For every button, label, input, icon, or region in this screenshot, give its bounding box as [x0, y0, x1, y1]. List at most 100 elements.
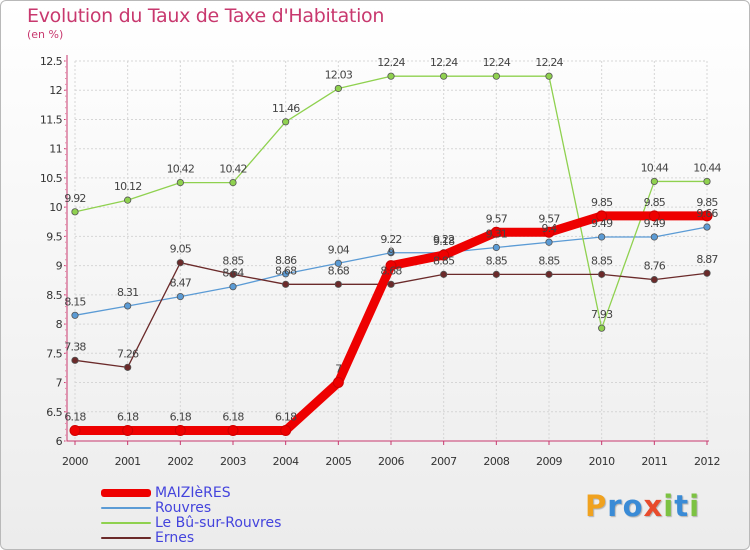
data-label: 10.44 — [641, 161, 669, 174]
legend-swatch-ernes — [101, 536, 151, 539]
data-point — [650, 177, 658, 186]
data-point — [124, 302, 132, 310]
data-point — [176, 179, 184, 187]
legend-swatch-le-bu-sur-rouvres — [101, 521, 151, 524]
logo-letter: t — [674, 489, 690, 523]
data-point — [229, 283, 237, 291]
legend-label-ernes: Ernes — [155, 529, 195, 546]
data-label: 8.15 — [64, 295, 86, 308]
data-labels: 8.158.318.478.648.869.049.22 9.22 9.31 9.4 9… — [64, 56, 722, 423]
data-label: 6.18 — [170, 410, 192, 423]
x-tick-label: 2001 — [115, 455, 141, 468]
x-tick-label: 2004 — [273, 455, 299, 468]
chart-unit: (en %) — [27, 28, 64, 41]
data-label: 6.18 — [275, 410, 297, 423]
logo-letter: x — [643, 489, 664, 523]
legend-item-ernes[interactable]: Ernes — [101, 529, 281, 546]
data-point — [545, 270, 553, 278]
x-tick-label: 2003 — [220, 455, 246, 468]
y-tick-label: 11.5 — [40, 113, 63, 126]
data-label: 8.47 — [170, 277, 192, 290]
data-point — [703, 223, 711, 231]
data-point — [71, 208, 79, 216]
data-label: 9.57 — [486, 212, 508, 225]
data-point — [334, 84, 342, 93]
data-label: 8.64 — [222, 267, 244, 280]
data-label: 8.68 — [275, 264, 297, 277]
logo-letter: r — [607, 489, 623, 523]
data-point — [703, 177, 711, 186]
data-label: 9.4 — [541, 222, 557, 235]
data-label: 12.03 — [325, 68, 353, 81]
y-tick-label: 7.5 — [46, 347, 62, 360]
data-point — [227, 424, 239, 436]
data-label: 6.18 — [117, 410, 139, 423]
data-point — [387, 72, 395, 80]
x-tick-label: 2007 — [431, 455, 457, 468]
data-label: 9 — [388, 246, 395, 259]
data-label: 6.18 — [222, 410, 244, 423]
data-point — [543, 226, 555, 238]
data-point — [598, 324, 606, 332]
legend-swatch-maizieres — [101, 488, 151, 497]
data-label: 9.66 — [696, 207, 718, 220]
data-point — [703, 269, 711, 277]
data-label: 9.85 — [644, 196, 666, 209]
x-tick-label: 2012 — [694, 455, 720, 468]
data-point — [545, 238, 553, 246]
data-point — [598, 270, 606, 278]
data-point — [174, 424, 186, 436]
data-label: 8.85 — [433, 254, 455, 267]
data-label: 9.22 — [380, 233, 401, 246]
x-tick-label: 2006 — [378, 455, 404, 468]
data-label: 10.12 — [114, 180, 142, 193]
y-axis-ticks: 6 6.5 7 7.5 8 8.5 9 9.5 10 10.5 11 11.5 12 12.5 — [40, 55, 67, 448]
y-tick-label: 6.5 — [46, 406, 62, 419]
y-tick-label: 6 — [56, 435, 63, 448]
y-tick-label: 9.5 — [46, 230, 62, 243]
data-point — [387, 280, 395, 288]
data-label: 8.85 — [486, 254, 508, 267]
legend-item-rouvres[interactable]: Rouvres — [101, 499, 281, 516]
x-axis-ticks: 2000 2001 2002 2003 2004 2005 2006 2007 2008 2009… — [62, 441, 721, 468]
data-label: 10.42 — [219, 163, 247, 176]
legend-item-maizieres[interactable]: MAIZIèRES — [101, 485, 281, 501]
data-point — [71, 311, 79, 319]
data-point — [438, 249, 450, 261]
data-label: 9.49 — [644, 217, 666, 230]
legend-label-rouvres: Rouvres — [155, 499, 212, 516]
data-point — [492, 243, 500, 252]
data-point — [176, 292, 184, 301]
data-point — [650, 276, 658, 284]
data-point — [124, 363, 132, 371]
x-tick-label: 2005 — [325, 455, 351, 468]
data-label: 11.46 — [272, 102, 300, 115]
data-point — [334, 280, 342, 288]
data-point — [387, 249, 395, 257]
data-point — [648, 210, 660, 222]
data-label: 12.24 — [430, 56, 458, 69]
data-point — [124, 196, 132, 204]
y-tick-label: 8 — [56, 318, 63, 331]
data-point — [490, 226, 502, 238]
data-label: 9.85 — [696, 196, 718, 209]
data-label: 12.24 — [483, 56, 511, 69]
y-tick-label: 11 — [49, 143, 62, 156]
y-tick-label: 12.5 — [40, 55, 63, 68]
data-label: 9.85 — [591, 196, 613, 209]
data-point — [596, 210, 608, 222]
legend-item-le-bu-sur-rouvres[interactable]: Le Bû-sur-Rouvres — [101, 515, 281, 531]
chart-title: Evolution du Taux de Taxe d'Habitation — [27, 5, 385, 27]
x-tick-label: 2002 — [167, 455, 193, 468]
x-tick-label: 2008 — [483, 455, 509, 468]
data-point — [545, 72, 553, 80]
data-point — [650, 233, 658, 241]
data-point — [598, 233, 606, 241]
x-tick-label: 2009 — [536, 455, 562, 468]
logo-letter: i — [663, 489, 675, 523]
data-point — [332, 377, 344, 389]
y-tick-label: 8.5 — [46, 289, 62, 302]
data-label: 7.93 — [591, 308, 613, 321]
